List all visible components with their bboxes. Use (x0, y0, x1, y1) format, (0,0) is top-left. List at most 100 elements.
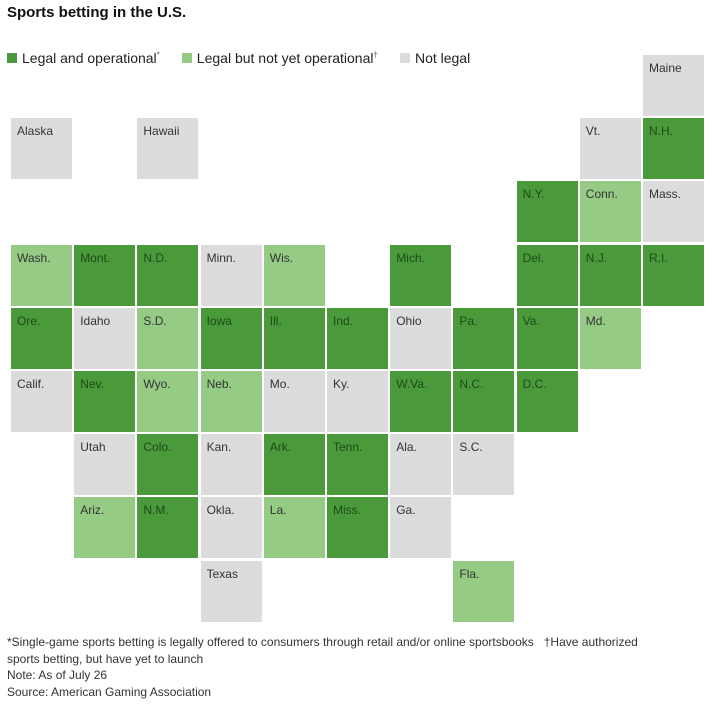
state-tile-del: Del. (516, 244, 578, 306)
state-label: Nev. (80, 377, 104, 391)
state-tile-s-c: S.C. (453, 434, 515, 496)
legend-item-pending: Legal but not yet operational† (181, 50, 378, 66)
state-tile-r-i: R.I. (643, 244, 704, 306)
state-label: Ind. (333, 313, 354, 328)
state-label: N.J. (585, 250, 608, 265)
state-tile-mont: Mont. (74, 244, 136, 306)
chart-title: Sports betting in the U.S. (7, 4, 187, 21)
state-tile-n-y: N.Y. (516, 181, 578, 243)
state-label: La. (269, 503, 287, 518)
state-label: Va. (522, 313, 540, 328)
state-tile-alaska: Alaska (11, 118, 72, 180)
state-tile-s-d: S.D. (137, 307, 199, 369)
legend-swatch-pending (181, 53, 192, 63)
state-label: Md. (585, 313, 606, 328)
state-tile-la: La. (263, 497, 325, 559)
state-tile-d-c: D.C. (516, 371, 578, 432)
state-tile-n-j: N.J. (579, 244, 641, 306)
source-text: Source: American Gaming Association (7, 684, 212, 699)
state-label: Mass. (649, 187, 682, 202)
state-tile-pa: Pa. (453, 307, 515, 369)
state-label: D.C. (522, 377, 547, 391)
state-tile-okla: Okla. (200, 497, 262, 559)
state-tile-va: Va. (516, 307, 578, 369)
footnote-line-1: *Single-game sports betting is legally o… (7, 635, 638, 649)
footnotes: *Single-game sports betting is legally o… (7, 634, 707, 700)
state-tile-wis: Wis. (263, 244, 325, 306)
state-label: Ala. (396, 440, 417, 455)
note-text: Note: As of July 26 (7, 668, 108, 682)
legend-label-operational: Legal and operational* (22, 50, 160, 66)
legend-item-not-legal: Not legal (399, 50, 471, 66)
state-label: Neb. (206, 377, 232, 391)
state-label: Ariz. (80, 503, 105, 518)
state-label: N.C. (459, 377, 484, 391)
state-label: N.M. (143, 503, 169, 518)
state-tile-wyo: Wyo. (137, 371, 199, 432)
state-tile-iowa: Iowa (200, 307, 262, 369)
state-tile-n-c: N.C. (453, 371, 515, 432)
state-label: Hawaii (143, 124, 180, 139)
state-label: Okla. (206, 503, 235, 518)
state-tile-mich: Mich. (390, 244, 452, 306)
state-tile-ohio: Ohio (390, 307, 452, 369)
footnote-line-2: sports betting, but have yet to launch (7, 651, 204, 666)
state-tile-ariz: Ariz. (74, 497, 136, 559)
state-tile-tenn: Tenn. (327, 434, 388, 496)
state-label: Wyo. (143, 377, 171, 391)
state-label: Del. (522, 250, 544, 265)
state-tile-vt: Vt. (579, 118, 641, 180)
state-label: Maine (649, 61, 682, 75)
legend-swatch-operational (7, 53, 17, 63)
state-label: N.Y. (522, 187, 545, 202)
state-tile-idaho: Idaho (74, 307, 136, 369)
state-tile-hawaii: Hawaii (137, 118, 199, 180)
state-tile-conn: Conn. (579, 181, 641, 243)
state-tile-w-va: W.Va. (390, 371, 452, 432)
state-label: Ga. (396, 503, 416, 518)
state-label: Vt. (585, 124, 601, 139)
state-tile-maine: Maine (643, 55, 704, 116)
state-label: Ky. (333, 377, 350, 391)
state-tile-ore: Ore. (11, 307, 72, 369)
state-label: Idaho (80, 313, 111, 328)
state-label: S.C. (459, 440, 483, 455)
state-tile-ind: Ind. (327, 307, 388, 369)
state-label: Mont. (80, 250, 111, 265)
state-label: Alaska (17, 124, 54, 139)
state-tile-nev: Nev. (74, 371, 136, 432)
state-tile-kan: Kan. (200, 434, 262, 496)
state-label: R.I. (649, 250, 668, 265)
state-tile-ark: Ark. (263, 434, 325, 496)
state-tile-n-d: N.D. (137, 244, 199, 306)
state-label: Mo. (269, 377, 290, 391)
state-label: Calif. (17, 377, 45, 391)
state-label: S.D. (143, 313, 167, 328)
state-label: N.H. (649, 124, 673, 139)
state-tile-n-m: N.M. (137, 497, 199, 559)
state-tile-minn: Minn. (200, 244, 262, 306)
state-label: Texas (206, 566, 238, 581)
legend-label-pending: Legal but not yet operational† (196, 50, 378, 66)
state-tile-colo: Colo. (137, 434, 199, 496)
state-label: Minn. (206, 250, 236, 265)
legend: Legal and operational* Legal but not yet… (7, 50, 492, 66)
state-tile-ill: Ill. (263, 307, 325, 369)
state-label: Ohio (396, 313, 422, 328)
state-tile-neb: Neb. (200, 371, 262, 432)
state-label: Fla. (459, 566, 480, 581)
state-label: Mich. (396, 250, 425, 265)
legend-label-not-legal: Not legal (414, 50, 471, 66)
legend-swatch-not-legal (399, 53, 410, 63)
state-label: Tenn. (333, 440, 363, 455)
state-tile-mass: Mass. (643, 181, 704, 243)
state-tile-miss: Miss. (327, 497, 388, 559)
state-tile-utah: Utah (74, 434, 136, 496)
state-label: Wash. (17, 250, 51, 265)
state-tile-calif: Calif. (11, 371, 72, 432)
state-tile-wash: Wash. (11, 244, 72, 306)
state-label: Ill. (269, 313, 282, 328)
state-tile-ala: Ala. (390, 434, 452, 496)
state-tile-fla: Fla. (453, 560, 515, 622)
